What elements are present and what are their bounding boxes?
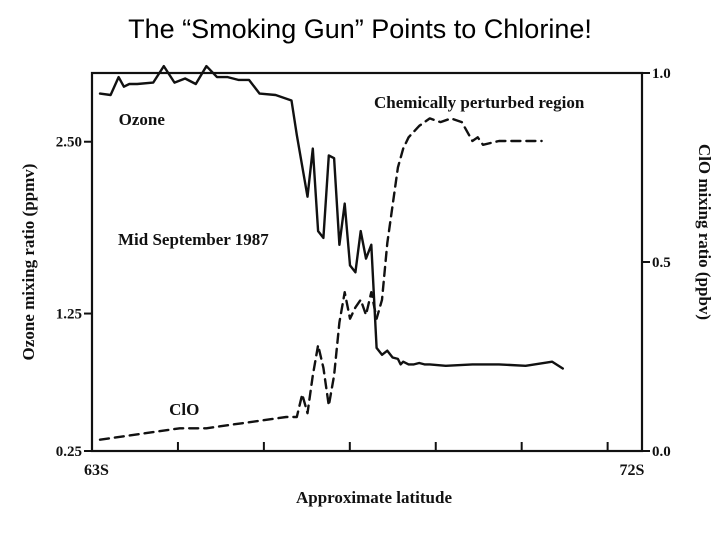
y-left-tick-label: 0.25 [56, 444, 82, 460]
perturbed-region-annotation: Chemically perturbed region [374, 93, 585, 112]
date-annotation: Mid September 1987 [118, 230, 269, 249]
y-left-tick-label: 2.50 [56, 135, 82, 151]
x-tick-label-end: 72S [620, 462, 645, 479]
series-line-clo [98, 117, 543, 441]
y-left-axis-title: Ozone mixing ratio (ppmv) [19, 164, 38, 361]
series-line-ozone [98, 64, 564, 370]
y-right-axis-title: ClO mixing ratio (ppbv) [695, 144, 714, 320]
y-left-tick-label: 1.25 [56, 307, 82, 323]
plot-frame [90, 71, 644, 453]
x-axis-title: Approximate latitude [296, 488, 452, 507]
y-right-tick-label: 1.0 [652, 66, 671, 82]
x-tick-label-start: 63S [84, 462, 109, 479]
series-lines [98, 64, 564, 441]
slide-title: The “Smoking Gun” Points to Chlorine! [128, 14, 592, 44]
y-right-tick-label: 0.5 [652, 255, 671, 271]
chart-labels: 0.25 1.25 2.50 0.0 0.5 1.0 63S 72S Approximate l… [19, 66, 714, 507]
y-right-tick-label: 0.0 [652, 444, 671, 460]
tick-marks [84, 72, 650, 452]
clo-series-label: ClO [169, 400, 199, 419]
ozone-series-label: Ozone [119, 110, 166, 129]
